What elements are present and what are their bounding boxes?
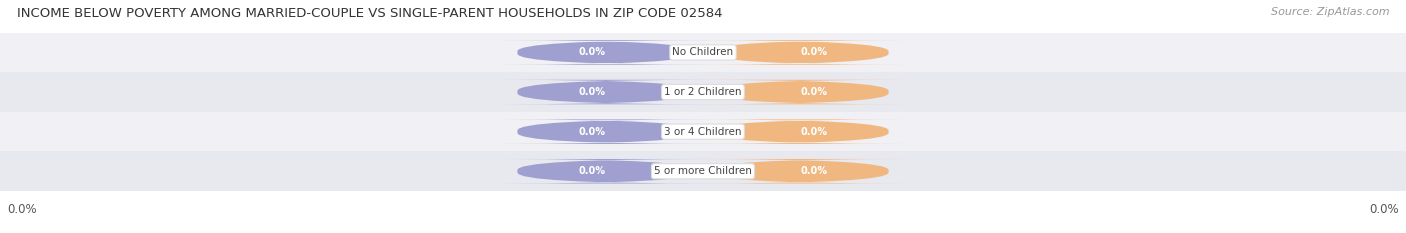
Text: 0.0%: 0.0%: [578, 87, 606, 97]
Bar: [707, 159, 792, 184]
Bar: [614, 119, 699, 144]
Bar: [707, 40, 792, 65]
FancyBboxPatch shape: [498, 40, 713, 65]
Text: 0.0%: 0.0%: [1369, 203, 1399, 216]
FancyBboxPatch shape: [693, 119, 908, 144]
Text: 0.0%: 0.0%: [800, 87, 828, 97]
Bar: [707, 80, 792, 104]
Text: 3 or 4 Children: 3 or 4 Children: [664, 127, 742, 137]
FancyBboxPatch shape: [693, 40, 908, 65]
Text: 0.0%: 0.0%: [800, 48, 828, 57]
Text: 0.0%: 0.0%: [800, 127, 828, 137]
Text: 0.0%: 0.0%: [800, 166, 828, 176]
Bar: [0, 112, 1406, 151]
Text: 5 or more Children: 5 or more Children: [654, 166, 752, 176]
FancyBboxPatch shape: [693, 159, 908, 184]
Text: Source: ZipAtlas.com: Source: ZipAtlas.com: [1271, 7, 1389, 17]
Text: 0.0%: 0.0%: [7, 203, 37, 216]
FancyBboxPatch shape: [498, 80, 713, 104]
Text: 0.0%: 0.0%: [578, 166, 606, 176]
Text: No Children: No Children: [672, 48, 734, 57]
Bar: [614, 40, 699, 65]
FancyBboxPatch shape: [693, 80, 908, 104]
Bar: [614, 159, 699, 184]
Bar: [614, 80, 699, 104]
Bar: [0, 72, 1406, 112]
Bar: [707, 119, 792, 144]
Bar: [0, 33, 1406, 72]
FancyBboxPatch shape: [498, 119, 713, 144]
FancyBboxPatch shape: [498, 159, 713, 184]
Text: 0.0%: 0.0%: [578, 127, 606, 137]
Text: 0.0%: 0.0%: [578, 48, 606, 57]
Bar: [0, 151, 1406, 191]
Text: INCOME BELOW POVERTY AMONG MARRIED-COUPLE VS SINGLE-PARENT HOUSEHOLDS IN ZIP COD: INCOME BELOW POVERTY AMONG MARRIED-COUPL…: [17, 7, 723, 20]
Text: 1 or 2 Children: 1 or 2 Children: [664, 87, 742, 97]
